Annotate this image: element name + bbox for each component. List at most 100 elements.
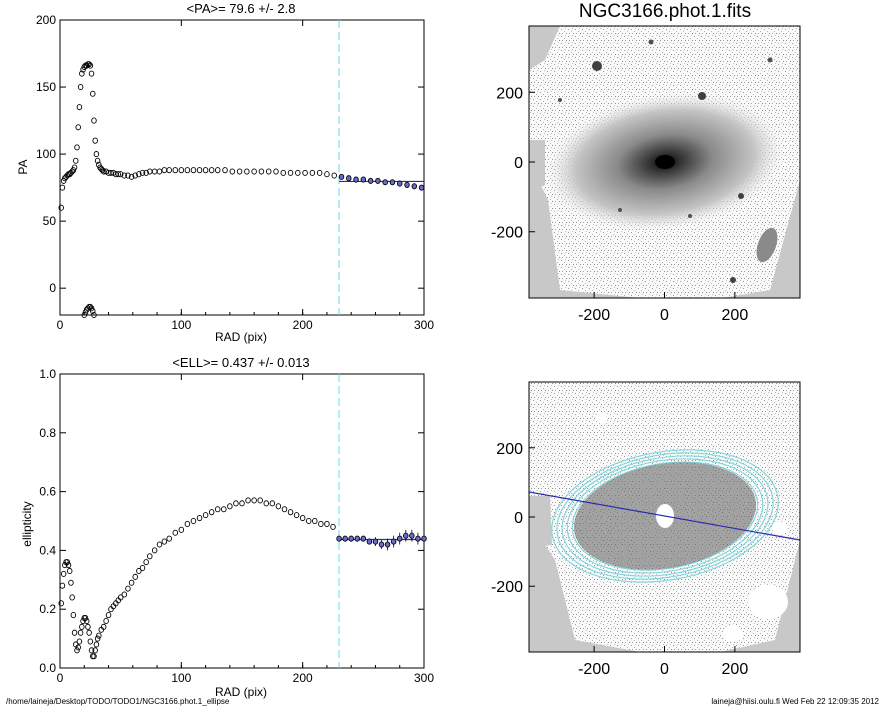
data-point — [287, 169, 294, 176]
data-point — [251, 497, 257, 504]
data-point — [360, 176, 367, 183]
y-tick-label: 200 — [496, 441, 523, 458]
footer-path: /home/laineja/Desktop/TODO/TODO1/NGC3166… — [6, 697, 230, 706]
star — [618, 208, 622, 212]
x-tick-label: 200 — [722, 661, 749, 678]
data-point — [258, 168, 265, 175]
data-point — [87, 638, 94, 645]
masked-region — [723, 626, 743, 642]
data-point — [221, 506, 227, 513]
data-point — [76, 104, 83, 111]
data-point — [418, 184, 425, 191]
ell-chart-ylabel: ellipticity — [20, 501, 34, 546]
masked-region — [595, 413, 607, 423]
y-tick-label: 0 — [514, 155, 523, 172]
data-point — [367, 177, 374, 184]
data-point — [273, 168, 279, 175]
data-point — [88, 647, 95, 654]
data-point — [354, 535, 361, 542]
data-point — [59, 582, 66, 589]
pa-chart-frame — [59, 19, 425, 316]
data-point — [121, 172, 128, 179]
data-point — [214, 506, 221, 513]
data-point — [99, 167, 106, 174]
data-point — [82, 614, 89, 622]
isophote-ellipse — [566, 458, 764, 574]
data-point — [178, 167, 185, 174]
data-point — [88, 70, 95, 77]
data-point — [139, 564, 146, 572]
data-point — [305, 517, 312, 525]
data-point — [208, 167, 215, 174]
y-tick-label: 100 — [36, 147, 56, 161]
x-tick-label: 300 — [414, 318, 434, 332]
x-tick-label: -200 — [578, 307, 610, 324]
data-point — [117, 171, 124, 178]
data-point — [251, 168, 257, 175]
data-point — [229, 168, 236, 175]
data-point — [76, 638, 83, 645]
data-point — [93, 151, 100, 158]
masked-region — [772, 522, 788, 534]
data-point — [86, 61, 92, 68]
y-tick-label: 200 — [36, 13, 56, 27]
galaxy-core — [655, 155, 675, 169]
data-point — [58, 204, 64, 211]
data-point — [184, 520, 191, 527]
contour-image-ticks: -200 0 200 200 0 -200 — [491, 441, 748, 678]
data-point — [202, 512, 209, 519]
data-point — [421, 535, 427, 542]
data-point — [295, 169, 301, 176]
y-tick-label: 0.6 — [39, 485, 56, 499]
star — [558, 98, 562, 102]
data-point — [309, 169, 316, 176]
data-point — [103, 617, 109, 625]
isophote-ellipse — [556, 452, 774, 580]
data-point — [190, 167, 197, 174]
data-point — [59, 184, 66, 191]
data-point — [156, 168, 163, 175]
data-point — [318, 520, 324, 527]
data-point — [404, 181, 410, 188]
data-point — [375, 177, 381, 184]
data-point — [132, 172, 138, 179]
pa-data-points — [58, 61, 425, 319]
data-point — [91, 311, 97, 319]
galaxy-image-title: NGC3166.phot.1.fits — [579, 1, 751, 22]
galaxy-image-panel: NGC3166.phot.1.fits -200 0 200 200 0 -200 — [491, 1, 801, 324]
data-point — [190, 517, 197, 525]
data-point — [128, 173, 135, 180]
data-point — [236, 168, 243, 175]
data-point — [348, 535, 354, 542]
data-point — [136, 171, 142, 178]
companion-galaxy — [756, 227, 778, 263]
data-point — [382, 179, 388, 186]
data-point — [269, 500, 276, 507]
data-point — [245, 497, 251, 504]
data-point — [79, 623, 85, 630]
data-point — [396, 535, 403, 542]
pa-chart-ylabel: PA — [16, 159, 30, 174]
data-point — [166, 167, 172, 174]
data-point — [100, 623, 107, 630]
data-point — [275, 503, 282, 510]
x-tick-label: 0 — [660, 307, 669, 324]
data-point — [74, 144, 80, 151]
pa-chart: <PA>= 79.6 +/- 2.8 0 100 200 300 0 50 100 150 20… — [16, 1, 434, 344]
data-point — [331, 172, 337, 179]
y-tick-label: 0.2 — [39, 602, 56, 616]
y-tick-label: 0 — [49, 281, 56, 295]
data-point — [93, 641, 100, 648]
data-point — [125, 172, 131, 179]
data-point — [172, 529, 179, 536]
galaxy-image-ticks: -200 0 200 200 0 -200 — [491, 85, 748, 324]
data-point — [293, 512, 300, 519]
data-point — [366, 538, 373, 545]
y-tick-label: 0.4 — [39, 543, 56, 557]
data-point — [222, 167, 228, 174]
star — [730, 277, 736, 283]
data-point — [196, 167, 203, 174]
contour-image-panel: -200 0 200 200 0 -200 — [491, 381, 801, 678]
x-tick-label: 200 — [293, 671, 313, 685]
pa-axis-ticks: 0 100 200 300 0 50 100 150 200 — [36, 13, 434, 332]
